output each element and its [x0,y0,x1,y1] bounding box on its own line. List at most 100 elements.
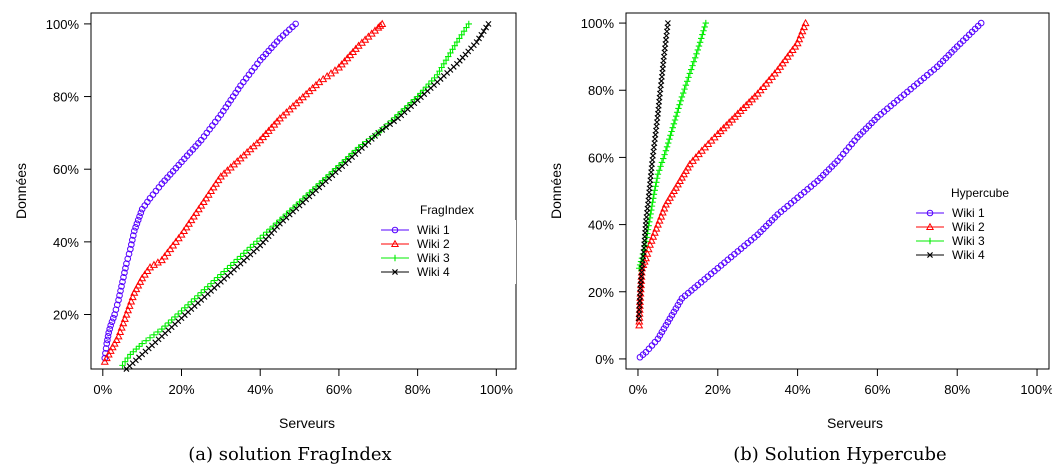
series-wiki-3 [119,20,472,369]
data-point [184,219,193,227]
data-point [675,105,682,112]
data-point [137,209,145,217]
data-point [100,357,109,365]
data-point [157,255,166,264]
y-tick-label: 40% [53,235,79,250]
data-point [133,345,140,353]
data-point [645,240,654,248]
data-point [202,194,211,202]
data-point [458,31,465,38]
data-point [214,274,221,281]
data-point [292,20,299,28]
data-point [179,226,189,235]
data-point [146,334,154,341]
data-point [687,66,695,73]
data-point [480,28,487,35]
data-point [685,74,692,81]
data-point [383,124,390,131]
data-point [227,262,234,269]
x-tick-label: 20% [168,382,194,397]
data-point [187,215,196,224]
data-point [669,124,676,131]
data-point [166,244,175,253]
x-tick-label: 80% [405,382,431,397]
data-point [178,307,185,315]
data-point [182,223,191,231]
plot-frame [90,12,517,370]
data-point [643,249,652,257]
data-point [119,278,126,286]
data-point [374,23,383,31]
data-point [656,332,664,339]
data-point [134,281,143,289]
legend-title: Hypercube [951,186,1009,200]
legend-box [912,203,1047,267]
plot-frame [625,12,1050,370]
data-point [204,190,213,198]
data-point [658,159,666,166]
series-wiki-4 [123,20,492,372]
data-point [436,67,443,75]
data-point [243,247,251,254]
data-point [119,318,128,327]
data-point [104,333,112,340]
y-tick-label: 80% [588,83,614,98]
data-point [651,338,659,346]
x-tick-label: 0% [93,382,112,397]
data-point [660,204,669,212]
data-point [124,354,131,362]
data-point [168,316,175,324]
data-point [204,283,211,290]
legend-marker [926,237,934,245]
data-point [140,270,149,278]
data-point [257,235,264,242]
data-point [106,325,113,333]
data-point [798,26,807,35]
data-point [453,38,461,46]
data-point [105,329,113,336]
data-point [636,311,642,318]
data-point [379,127,386,133]
legend-label: Wiki 1 [417,223,450,237]
data-point [115,296,122,304]
data-point [122,264,129,272]
data-point [654,335,662,343]
data-point [438,64,445,71]
data-point [132,224,139,231]
data-point [664,20,671,27]
data-point [128,241,135,248]
data-point [801,18,810,27]
data-point [142,337,150,344]
legend-label: Wiki 3 [952,234,985,248]
legend-marker [925,222,935,231]
x-tick-label: 40% [247,382,273,397]
data-point [689,62,696,69]
data-point [104,336,111,344]
data-point [693,50,700,58]
data-point [158,325,166,333]
data-point [110,339,119,347]
data-point [676,298,684,306]
legend-label: Wiki 2 [952,220,985,234]
data-point [662,147,670,154]
data-point [189,212,198,220]
chart-panel-1: 0% 20% 40% 60% 80% 100% 20% 40% 60% 80% 100% Serveu… [13,12,517,465]
data-point [130,288,139,296]
y-axis-label: Données [548,163,564,219]
data-point [191,295,198,302]
data-point [447,49,454,57]
data-point [456,35,463,42]
data-point [375,129,382,136]
data-point [136,277,145,285]
data-point [793,38,802,47]
data-point [125,301,134,309]
x-axis-label: Serveurs [279,415,335,431]
data-point [698,35,705,42]
y-tick-label: 60% [53,162,79,177]
data-point [672,112,680,120]
data-point [220,268,228,275]
data-point [670,120,678,128]
data-point [694,46,702,54]
data-point [653,220,662,228]
